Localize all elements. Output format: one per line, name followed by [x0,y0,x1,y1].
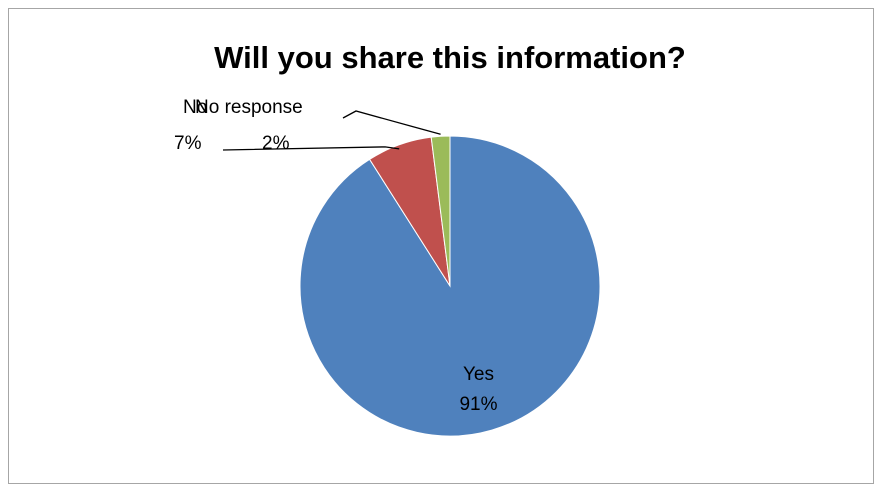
data-label-no-response-value: 2% [262,133,290,154]
pie-slice-no-response [430,135,451,287]
leader-line-no-response [342,110,441,135]
data-label-no-value: 7% [174,133,202,154]
data-labels: Yes 91% No 7% No response 2% [174,97,498,415]
data-label-no-name: No [183,97,207,118]
leader-line-no [222,146,400,151]
data-label-no-response-name: No response [195,97,303,118]
leader-lines [222,110,441,151]
data-label-yes-value: 91% [459,394,497,415]
data-label-yes-name: Yes [463,364,494,385]
pie-slices [299,135,601,437]
chart-title: Will you share this information? [214,40,686,75]
